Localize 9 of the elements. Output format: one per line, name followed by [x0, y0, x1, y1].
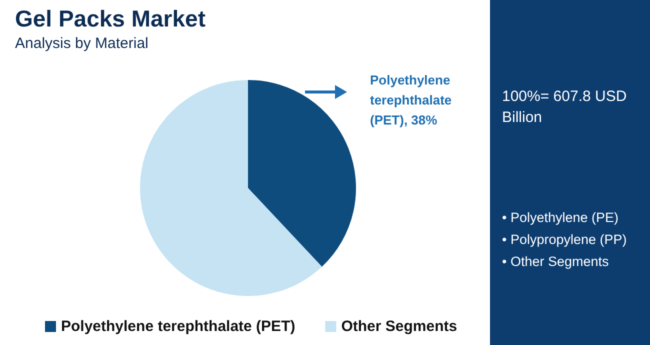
- legend-label: Polyethylene terephthalate (PET): [61, 318, 296, 335]
- text: • Polyethylene (PE): [502, 210, 619, 225]
- text: • Polypropylene (PP): [502, 232, 627, 247]
- text: 100%= 607.8 USD Billion: [502, 87, 628, 128]
- legend-label: Other Segments: [341, 318, 458, 335]
- chart-subtitle: Analysis by Material: [15, 35, 148, 52]
- chart-title: Gel Packs Market: [15, 6, 206, 32]
- text: • Other Segments: [502, 254, 609, 269]
- data-label: Polyethylene terephthalate (PET), 38%: [370, 72, 452, 128]
